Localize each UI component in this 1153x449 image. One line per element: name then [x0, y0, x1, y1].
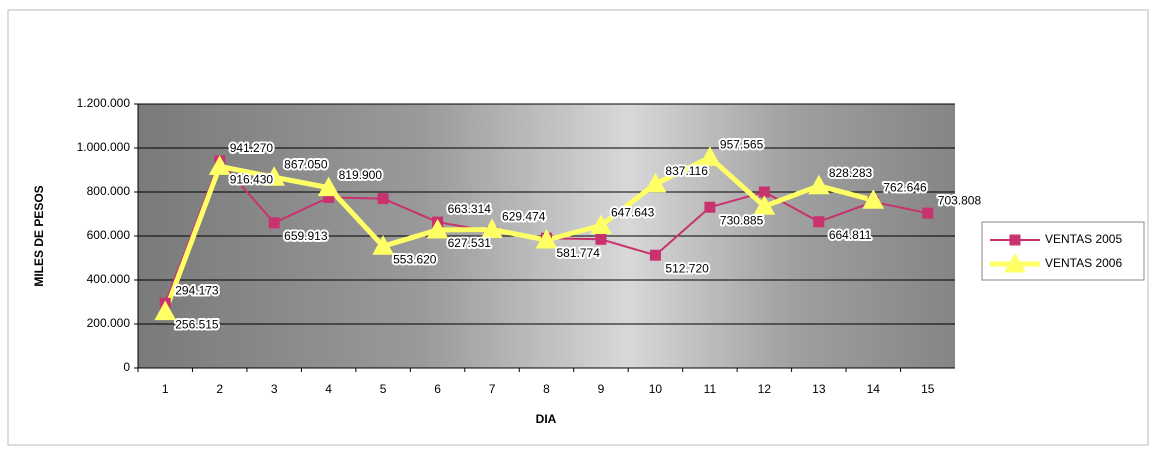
data-label: 659.913 — [284, 229, 328, 243]
data-label: 957.565 — [720, 138, 764, 152]
data-point — [263, 166, 286, 186]
x-tick-label: 12 — [758, 382, 772, 396]
data-point — [154, 300, 177, 321]
legend-label: VENTAS 2006 — [1045, 256, 1122, 270]
data-point — [649, 249, 661, 261]
data-point — [644, 172, 667, 193]
data-label: 828.283 — [829, 166, 873, 180]
data-point — [481, 218, 503, 239]
x-axis-title: DIA — [536, 412, 557, 426]
legend-marker — [1009, 234, 1021, 246]
y-tick-label: 800.000 — [87, 184, 131, 198]
data-label: 629.474 — [502, 210, 546, 224]
data-label: 664.811 — [829, 228, 872, 242]
data-point — [377, 193, 389, 205]
data-point — [317, 176, 340, 197]
x-tick-label: 4 — [325, 382, 332, 396]
data-point — [813, 216, 825, 228]
y-axis-title: MILES DE PESOS — [32, 185, 46, 286]
data-label: 553.620 — [393, 252, 437, 266]
y-tick-label: 1.200.000 — [77, 96, 131, 110]
data-point — [590, 214, 612, 235]
x-tick-label: 5 — [380, 382, 387, 396]
x-tick-label: 13 — [812, 382, 826, 396]
y-tick-label: 1.000.000 — [77, 140, 131, 154]
x-tick-label: 14 — [867, 382, 881, 396]
data-label: 512.720 — [665, 261, 709, 275]
data-point — [372, 235, 394, 255]
data-label: 867.050 — [284, 157, 328, 171]
data-label: 294.173 — [175, 283, 219, 297]
data-label: 762.646 — [883, 180, 927, 194]
x-tick-label: 7 — [489, 382, 496, 396]
x-tick-label: 15 — [921, 382, 935, 396]
data-label: 256.515 — [175, 318, 219, 332]
legend-label: VENTAS 2005 — [1045, 232, 1122, 246]
x-tick-label: 10 — [649, 382, 663, 396]
data-point — [699, 146, 721, 166]
y-tick-label: 400.000 — [87, 272, 131, 286]
data-point — [426, 218, 449, 239]
x-tick-label: 8 — [543, 382, 550, 396]
series-line — [162, 154, 874, 313]
data-point — [595, 233, 607, 245]
data-label: 837.116 — [665, 164, 708, 178]
data-label: 627.531 — [448, 236, 492, 250]
x-tick-label: 3 — [271, 382, 278, 396]
x-tick-label: 2 — [216, 382, 223, 396]
data-label: 663.314 — [448, 202, 492, 216]
data-point — [268, 217, 280, 229]
data-label: 941.270 — [230, 141, 274, 155]
data-point — [922, 207, 934, 219]
data-point — [807, 174, 830, 195]
data-point — [753, 195, 776, 215]
y-tick-label: 0 — [123, 360, 130, 374]
data-label: 730.885 — [720, 213, 764, 227]
data-label: 703.808 — [938, 193, 982, 207]
data-label: 581.774 — [557, 246, 601, 260]
data-point — [208, 155, 231, 175]
x-tick-label: 11 — [704, 382, 717, 396]
x-tick-label: 9 — [598, 382, 605, 396]
x-tick-label: 6 — [434, 382, 441, 396]
data-point — [704, 201, 716, 213]
data-label: 819.900 — [339, 168, 383, 182]
data-label: 647.643 — [611, 206, 655, 220]
x-tick-label: 1 — [162, 382, 169, 396]
y-tick-label: 200.000 — [87, 316, 131, 330]
data-label: 916.430 — [230, 173, 274, 187]
y-tick-label: 600.000 — [87, 228, 131, 242]
data-point — [535, 228, 558, 249]
legend-marker — [1004, 252, 1026, 273]
data-point — [862, 189, 885, 209]
